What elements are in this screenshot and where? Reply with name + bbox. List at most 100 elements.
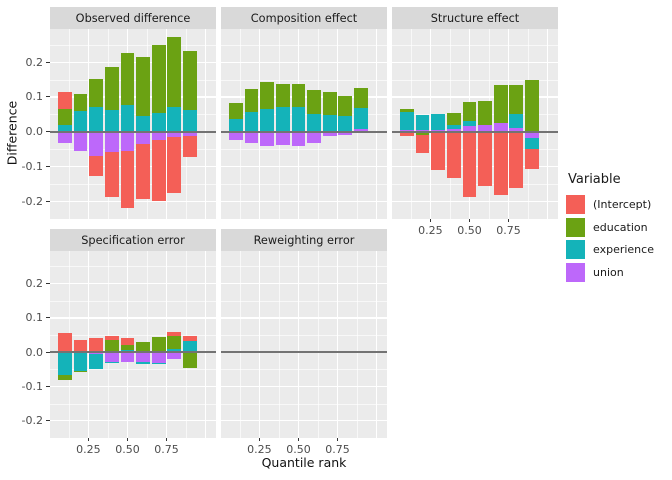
y-tick-label: -0.2 [21, 414, 43, 428]
bar-segment [525, 79, 539, 132]
bar-segment [73, 339, 88, 353]
gridline-minor [317, 251, 319, 438]
gridline-major [50, 317, 216, 319]
gridline-major [221, 166, 387, 168]
bar-segment [167, 137, 182, 194]
bar-segment [89, 79, 104, 108]
bar-segment [322, 115, 337, 132]
bar-segment [89, 107, 104, 132]
zero-line [50, 351, 216, 353]
y-tick-mark [46, 131, 50, 133]
bar-segment [167, 131, 182, 138]
gridline-major [221, 283, 387, 285]
facet-panel [392, 29, 558, 219]
bar-segment [73, 94, 88, 111]
gridline-major [50, 420, 216, 422]
bar-segment [509, 85, 524, 115]
bar-segment [136, 57, 150, 117]
bar-segment [338, 115, 353, 132]
x-tick-label: 0.25 [418, 224, 443, 237]
bar-segment [120, 337, 135, 345]
facet-title: Reweighting error [253, 233, 355, 247]
bar-segment [58, 131, 72, 143]
bar-segment [120, 345, 135, 351]
gridline-major [87, 251, 89, 438]
bar-segment [415, 135, 430, 153]
bar-segment [136, 352, 150, 363]
bar-segment [120, 105, 135, 132]
legend-items: (Intercept) education experience union [566, 195, 670, 282]
zero-line [392, 131, 558, 133]
gridline-minor [221, 403, 387, 405]
facet-strip: Structure effect [392, 7, 558, 29]
y-tick-label: -0.1 [21, 380, 43, 394]
bar-segment [167, 107, 182, 132]
bar-segment [104, 66, 119, 111]
gridline-minor [221, 149, 387, 150]
gridline-major [376, 29, 378, 219]
bar-segment [525, 131, 539, 139]
bar-segment [400, 111, 414, 131]
legend-swatch-Intercept [566, 195, 585, 214]
x-tick-label: 0.50 [457, 224, 482, 237]
gridline-major [221, 386, 387, 388]
bar-segment [244, 88, 259, 113]
facet-title: Composition effect [250, 11, 358, 25]
gridline-major [87, 29, 89, 219]
bar-segment [446, 125, 461, 130]
bar-segment [183, 131, 197, 136]
bar-segment [322, 91, 337, 116]
bar-segment [291, 131, 306, 146]
x-tick-mark [297, 438, 299, 441]
bar-segment [509, 131, 524, 188]
bar-segment [89, 131, 104, 156]
bar-segment [291, 84, 306, 108]
bar-segment [478, 125, 492, 132]
bar-segment [183, 353, 197, 368]
bar-segment [509, 114, 524, 128]
gridline-major [221, 201, 387, 203]
bar-segment [104, 110, 119, 132]
bar-segment [183, 340, 197, 353]
bar-segment [104, 352, 119, 363]
y-tick-mark [46, 386, 50, 388]
gridline-major [258, 251, 260, 438]
facet-strip: Observed difference [50, 7, 216, 29]
bar-segment [322, 131, 337, 137]
bar-segment [167, 335, 182, 349]
y-tick-mark [46, 61, 50, 63]
bar-segment [89, 338, 104, 352]
x-tick-mark [507, 219, 509, 222]
bar-segment [462, 101, 477, 122]
bar-segment [478, 131, 492, 186]
gridline-minor [278, 251, 280, 438]
bar-segment [493, 85, 508, 124]
bar-segment [151, 112, 166, 132]
bar-segment [167, 352, 182, 360]
bar-segment [493, 131, 508, 195]
bar-segment [120, 131, 135, 151]
x-tick-mark [165, 438, 167, 441]
facet-panel [221, 29, 387, 219]
bar-segment [73, 131, 88, 151]
gridline-major [221, 420, 387, 422]
y-tick-mark [46, 166, 50, 168]
gridline-major [165, 251, 168, 438]
bar-segment [104, 362, 119, 364]
bar-segment [136, 131, 150, 145]
gridline-major [392, 96, 558, 98]
bar-segment [151, 336, 166, 353]
x-tick-mark [126, 438, 128, 441]
bar-segment [307, 89, 321, 115]
bar-segment [167, 37, 182, 108]
bar-segment [446, 131, 461, 178]
bar-segment [229, 102, 243, 119]
gridline-major [429, 29, 431, 219]
x-tick-label: 0.50 [115, 443, 140, 456]
bar-segment [120, 52, 135, 105]
legend-label: union [593, 265, 624, 279]
bar-segment [446, 129, 461, 132]
bar-segment [104, 131, 119, 153]
gridline-minor [50, 266, 216, 268]
gridline-major [221, 317, 387, 319]
